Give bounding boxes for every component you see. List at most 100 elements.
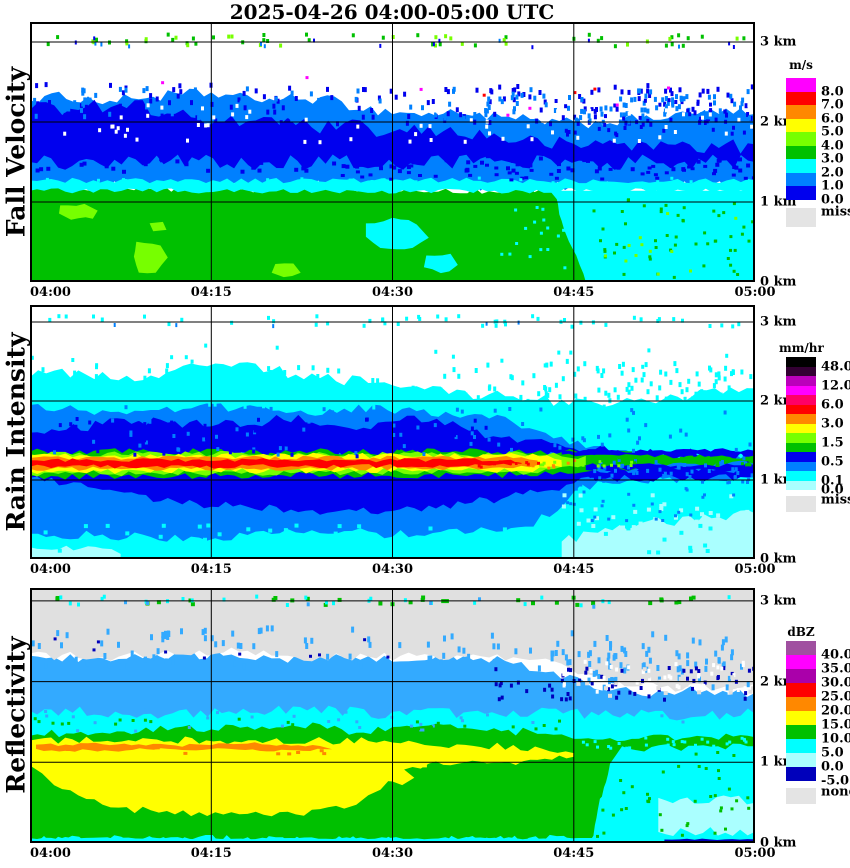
speckle xyxy=(677,653,681,660)
speckle xyxy=(539,463,543,467)
speckle xyxy=(669,87,672,93)
speckle xyxy=(64,314,68,319)
speckle xyxy=(180,628,183,635)
speckle xyxy=(678,87,682,93)
speckle xyxy=(683,463,687,467)
speckle xyxy=(603,465,607,470)
speckle xyxy=(646,507,651,512)
speckle xyxy=(529,647,532,654)
speckle xyxy=(751,220,755,224)
legend-missing-label: none xyxy=(821,784,850,800)
speckle xyxy=(137,417,141,422)
speckle xyxy=(750,84,754,90)
speckle xyxy=(74,387,78,393)
speckle xyxy=(549,361,553,367)
speckle xyxy=(594,169,599,174)
speckle xyxy=(613,84,617,90)
speckle xyxy=(713,794,717,798)
speckle xyxy=(81,90,85,96)
speckle xyxy=(666,212,670,216)
panel-reflectivity-axis-title: Reflectivity xyxy=(1,636,31,794)
speckle xyxy=(658,467,662,472)
speckle xyxy=(279,120,283,126)
speckle xyxy=(615,106,619,112)
speckle xyxy=(691,396,695,402)
legend-tick-label: 1.5 xyxy=(821,435,844,450)
speckle xyxy=(354,659,358,666)
speckle xyxy=(477,464,481,468)
speckle xyxy=(201,629,205,636)
speckle xyxy=(629,681,634,686)
speckle xyxy=(309,654,312,658)
speckle xyxy=(457,373,461,379)
speckle xyxy=(433,757,437,761)
legend-unit-label: mm/hr xyxy=(779,341,824,355)
speckle xyxy=(522,92,526,97)
speckle xyxy=(607,392,611,398)
speckle xyxy=(675,684,679,689)
legend-color-swatch xyxy=(786,172,816,186)
speckle xyxy=(689,513,693,517)
speckle xyxy=(587,38,590,43)
speckle xyxy=(129,432,133,437)
speckle xyxy=(695,371,699,377)
legend-color-swatch xyxy=(786,480,816,490)
speckle xyxy=(619,662,623,669)
speckle xyxy=(742,737,746,741)
speckle xyxy=(459,716,463,720)
speckle xyxy=(368,318,372,323)
speckle xyxy=(583,361,587,367)
speckle xyxy=(631,525,636,530)
speckle xyxy=(649,89,653,95)
speckle xyxy=(539,248,543,252)
speckle xyxy=(609,664,613,669)
speckle xyxy=(524,226,528,230)
legend-tick-label: 0.0 xyxy=(821,192,844,207)
speckle xyxy=(432,42,435,47)
speckle xyxy=(348,653,352,660)
speckle xyxy=(130,650,134,657)
speckle xyxy=(53,450,56,455)
speckle xyxy=(579,320,583,325)
speckle xyxy=(519,394,523,400)
speckle xyxy=(73,100,77,106)
speckle xyxy=(394,94,398,100)
speckle xyxy=(576,135,580,140)
speckle xyxy=(210,661,214,668)
speckle xyxy=(401,728,405,732)
data-region xyxy=(133,241,168,274)
speckle xyxy=(735,525,740,530)
speckle xyxy=(647,550,652,555)
speckle xyxy=(650,502,654,506)
time-axis-label: 04:00 xyxy=(30,562,71,577)
speckle xyxy=(539,407,543,412)
speckle xyxy=(689,269,692,273)
speckle xyxy=(511,168,516,173)
speckle xyxy=(685,488,689,492)
speckle xyxy=(620,370,624,376)
speckle xyxy=(689,669,693,674)
speckle xyxy=(195,115,199,121)
speckle xyxy=(149,430,153,435)
speckle xyxy=(531,721,535,724)
speckle xyxy=(497,442,501,447)
speckle xyxy=(259,160,264,165)
speckle xyxy=(665,234,669,237)
legend-tick-label: 3.0 xyxy=(821,416,844,431)
speckle xyxy=(459,112,463,118)
speckle xyxy=(710,185,713,189)
speckle xyxy=(740,369,744,375)
speckle xyxy=(621,525,625,530)
speckle xyxy=(747,404,751,410)
legend-color-swatch xyxy=(786,711,816,725)
speckle xyxy=(664,108,668,113)
speckle xyxy=(701,115,704,120)
speckle xyxy=(597,466,601,471)
speckle xyxy=(482,93,486,97)
speckle xyxy=(283,543,288,548)
speckle xyxy=(566,132,569,137)
speckle xyxy=(204,123,208,128)
speckle xyxy=(161,631,165,638)
speckle xyxy=(443,373,447,379)
speckle xyxy=(557,350,561,355)
